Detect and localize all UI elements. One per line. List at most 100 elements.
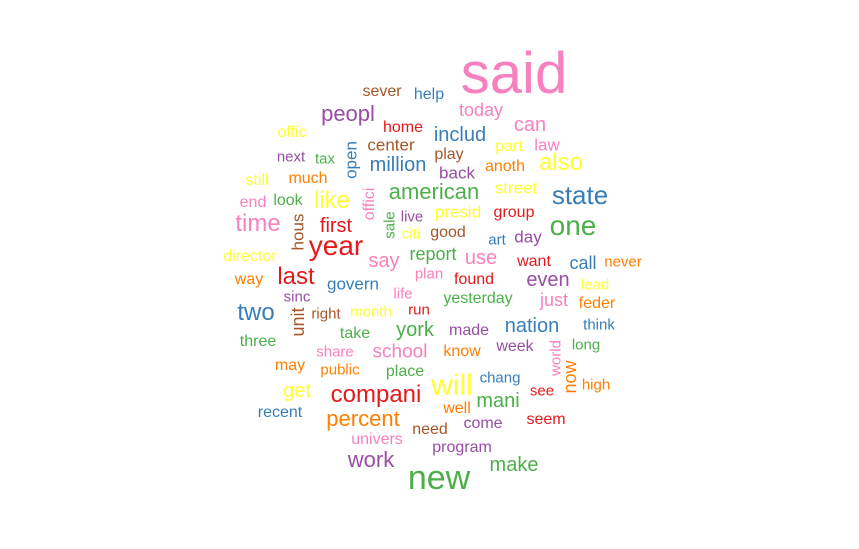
word-chang: chang (479, 369, 521, 387)
word-center: center (367, 135, 415, 155)
word-even: even (526, 269, 570, 291)
word-art: art (488, 231, 506, 249)
word-includ: includ (433, 124, 487, 146)
word-report: report (409, 244, 457, 264)
word-back: back (439, 163, 475, 183)
word-part: part (495, 138, 523, 155)
word-public: public (320, 361, 360, 379)
word-plan: plan (414, 265, 444, 283)
word-take: take (339, 325, 371, 342)
word-play: play (434, 146, 464, 163)
word-get: get (283, 380, 311, 402)
word-offic: offic (277, 124, 307, 141)
word-hous: hous (288, 213, 308, 251)
word-never: never (604, 253, 642, 271)
word-univers: univers (351, 431, 403, 448)
word-right: right (311, 305, 341, 323)
word-director: director (223, 248, 277, 265)
word-year: year (308, 230, 364, 261)
word-much: much (288, 170, 328, 187)
word-month: month (350, 303, 392, 321)
word-today: today (458, 100, 504, 120)
word-first: first (319, 215, 353, 237)
word-seem: seem (526, 411, 566, 428)
word-sinc: sinc (283, 288, 311, 306)
word-will: will (431, 369, 473, 402)
word-like: like (313, 187, 351, 214)
word-two: two (237, 299, 275, 326)
word-time: time (235, 210, 281, 237)
word-say: say (368, 250, 400, 272)
word-may: may (274, 357, 306, 374)
word-open: open (341, 141, 361, 179)
word-peopl: peopl (321, 101, 375, 126)
word-help: help (413, 86, 445, 103)
word-high: high (581, 376, 611, 394)
word-look: look (273, 192, 303, 209)
word-presid: presid (434, 202, 482, 222)
word-compani: compani (330, 381, 422, 408)
word-percent: percent (326, 406, 400, 431)
word-long: long (571, 336, 601, 354)
word-york: york (396, 319, 434, 341)
word-govern: govern (327, 274, 379, 294)
word-week: week (496, 338, 534, 355)
word-last: last (277, 263, 315, 290)
word-citi: citi (401, 225, 421, 243)
word-school: school (372, 341, 428, 363)
word-found: found (453, 271, 495, 288)
word-good: good (430, 224, 466, 241)
word-can: can (513, 114, 547, 136)
word-life: life (393, 285, 413, 303)
word-lead: lead (580, 276, 610, 294)
word-also: also (538, 149, 584, 176)
word-three: three (239, 333, 277, 350)
word-american: american (388, 179, 480, 204)
word-know: know (443, 343, 481, 360)
word-law: law (534, 135, 560, 155)
word-sever: sever (362, 83, 402, 100)
word-still: still (245, 172, 269, 189)
word-share: share (316, 343, 354, 361)
word-place: place (385, 363, 425, 380)
word-use: use (464, 247, 498, 269)
word-one: one (549, 210, 597, 241)
word-street: street (494, 178, 538, 198)
word-think: think (583, 316, 615, 334)
word-home: home (382, 119, 424, 136)
word-new: new (407, 459, 471, 497)
word-end: end (239, 194, 267, 211)
word-see: see (529, 382, 555, 400)
word-world: world (547, 340, 565, 376)
word-nation: nation (504, 315, 560, 337)
word-run: run (408, 301, 430, 319)
word-day: day (514, 227, 542, 247)
word-said: said (460, 41, 568, 106)
word-unit: unit (288, 307, 308, 337)
word-state: state (551, 180, 609, 210)
word-just: just (539, 290, 569, 310)
word-yesterday: yesterday (443, 290, 513, 307)
word-offici: offici (361, 187, 378, 221)
word-anoth: anoth (484, 158, 526, 175)
word-live: live (400, 208, 424, 226)
word-tax: tax (314, 150, 336, 168)
word-million: million (369, 154, 427, 176)
word-call: call (569, 253, 597, 273)
word-feder: feder (578, 295, 616, 312)
word-program: program (432, 439, 492, 456)
word-work: work (347, 447, 395, 472)
word-make[interactable]: make (489, 454, 539, 476)
word-next: next (276, 148, 306, 166)
word-want: want (517, 253, 551, 270)
word-group: group (493, 204, 535, 221)
word-well: well (443, 400, 471, 417)
word-made: made (448, 322, 490, 339)
word-recent: recent (257, 404, 303, 421)
word-way: way (234, 271, 264, 288)
word-mani: mani (476, 390, 520, 412)
word-sale: sale (381, 211, 399, 239)
word-come: come (463, 415, 503, 432)
word-need: need (412, 421, 448, 438)
